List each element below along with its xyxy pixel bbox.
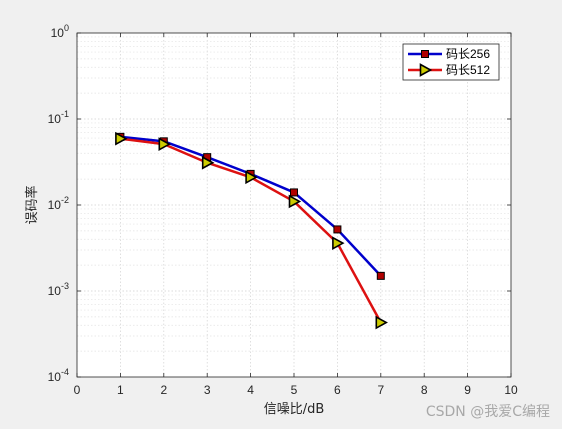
x-tick-label: 8 — [421, 383, 428, 397]
x-tick-label: 5 — [291, 383, 298, 397]
x-tick-label: 3 — [204, 383, 211, 397]
data-point — [332, 236, 345, 251]
x-tick-label: 1 — [117, 383, 124, 397]
legend-marker — [419, 63, 433, 77]
x-axis-label: 信噪比/dB — [264, 402, 325, 417]
grid-layer — [77, 33, 511, 377]
data-point — [288, 194, 302, 209]
watermark: CSDN @我爱C编程 — [425, 404, 550, 420]
legend-item: 码长256 — [408, 47, 490, 61]
data-point — [375, 315, 388, 330]
legend-label: 码长512 — [446, 63, 490, 77]
x-tick-label: 7 — [377, 383, 384, 397]
data-point — [115, 131, 128, 146]
series-layer — [115, 131, 388, 330]
x-tick-label: 9 — [464, 383, 471, 397]
series-2 — [115, 131, 388, 330]
data-point — [245, 170, 258, 185]
x-tick-label: 6 — [334, 383, 341, 397]
x-tick-label: 2 — [160, 383, 167, 397]
data-point — [333, 225, 342, 234]
data-point — [290, 188, 298, 197]
y-tick-label: 10-4 — [48, 367, 69, 384]
data-point — [201, 155, 215, 170]
y-tick-label: 100 — [51, 23, 69, 40]
legend-label: 码长256 — [446, 47, 490, 61]
legend-marker — [421, 50, 429, 58]
y-tick-label: 10-3 — [48, 281, 69, 298]
data-point — [376, 271, 385, 280]
y-axis-label: 误码率 — [24, 185, 40, 224]
x-tick-label: 0 — [74, 383, 81, 397]
x-tick-label: 10 — [504, 383, 518, 397]
tick-layer: 0 1 2 3 4 5 6 7 8 9 10 100 10-1 10-2 10-3 10-4 — [48, 23, 518, 397]
x-tick-label: 4 — [247, 383, 254, 397]
legend: 码长256 码长512 — [402, 43, 500, 81]
y-tick-label: 10-1 — [48, 109, 69, 126]
legend-box — [402, 43, 500, 81]
legend-item: 码长512 — [408, 63, 490, 77]
y-tick-label: 10-2 — [48, 195, 69, 212]
data-point — [158, 137, 171, 152]
